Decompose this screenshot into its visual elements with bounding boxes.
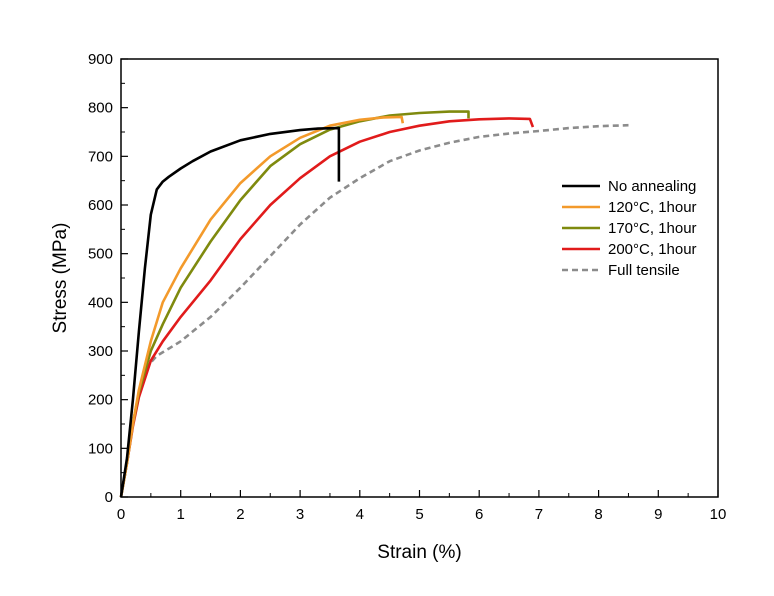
y-tick-label: 700 (88, 148, 113, 165)
y-tick-label: 100 (88, 440, 113, 457)
y-axis-title: Stress (MPa) (50, 223, 71, 334)
series-line-4 (119, 123, 629, 498)
x-tick-label: 2 (236, 506, 244, 523)
legend: No annealing 120°C, 1hour 170°C, 1hour 200°… (562, 178, 697, 279)
y-tick-label: 200 (88, 392, 113, 409)
legend-label-1: 120°C, 1hour (608, 199, 697, 216)
x-tick-label: 5 (415, 506, 423, 523)
x-tick-label: 8 (594, 506, 602, 523)
series-line-3 (119, 117, 535, 498)
x-tick-label: 0 (117, 506, 125, 523)
x-tick-label: 9 (654, 506, 662, 523)
x-tick-label: 7 (535, 506, 543, 523)
series-line-1 (119, 115, 405, 498)
y-tick-label: 900 (88, 51, 113, 68)
x-tick-label: 1 (177, 506, 185, 523)
legend-label-0: No annealing (608, 178, 696, 195)
legend-label-3: 200°C, 1hour (608, 241, 697, 258)
legend-label-4: Full tensile (608, 262, 680, 279)
series-line-2 (119, 110, 470, 498)
legend-label-2: 170°C, 1hour (608, 220, 697, 237)
y-tick-label: 600 (88, 197, 113, 214)
y-tick-label: 400 (88, 294, 113, 311)
x-axis-title: Strain (%) (377, 542, 461, 563)
x-tick-label: 6 (475, 506, 483, 523)
x-tick-label: 10 (710, 506, 727, 523)
y-tick-label: 0 (105, 489, 113, 506)
series-layer (119, 110, 629, 498)
y-tick-label: 800 (88, 100, 113, 117)
x-tick-label: 3 (296, 506, 304, 523)
series-line-0 (119, 126, 341, 498)
x-tick-label: 4 (356, 506, 364, 523)
y-tick-label: 300 (88, 343, 113, 360)
y-tick-label: 500 (88, 246, 113, 263)
